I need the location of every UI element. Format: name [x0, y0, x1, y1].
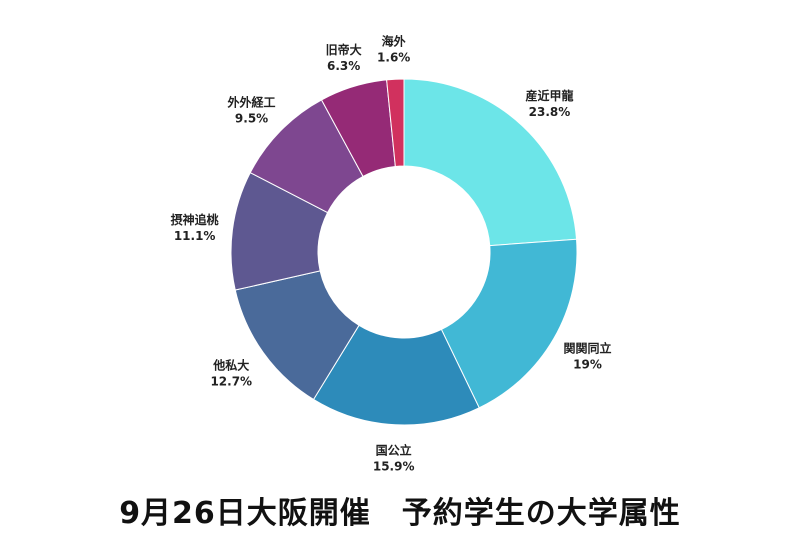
slice-percent-2: 15.9% [373, 460, 415, 474]
slice-7 [386, 78, 405, 167]
slice-label-1: 関関同立 19% [564, 341, 612, 372]
slice-label-5: 外外経工 9.5% [228, 95, 276, 126]
slice-percent-1: 19% [573, 358, 602, 372]
slices-group [230, 78, 578, 426]
slice-percent-7: 1.6% [377, 50, 410, 64]
chart-title: 9月26日大阪開催 予約学生の大学属性 [119, 496, 681, 531]
slice-category-1: 関関同立 [564, 341, 612, 356]
slice-label-0: 産近甲龍 23.8% [525, 88, 573, 119]
slice-label-2: 国公立 15.9% [373, 443, 415, 474]
slice-percent-3: 12.7% [210, 374, 252, 388]
slice-label-3: 他私大 12.7% [210, 357, 252, 388]
labels-group: 産近甲龍 23.8% 関関同立 19% 国公立 15.9% 他私大 12.7% 摂神追桃 11.1… [171, 33, 612, 473]
slice-label-4: 摂神追桃 11.1% [171, 212, 219, 243]
slice-label-7: 海外 1.6% [377, 33, 410, 64]
slice-label-6: 旧帝大 6.3% [326, 42, 362, 73]
slice-percent-5: 9.5% [235, 112, 268, 126]
slice-percent-4: 11.1% [174, 229, 216, 243]
slice-category-0: 産近甲龍 [525, 88, 573, 103]
slice-1 [440, 238, 578, 409]
slice-category-7: 海外 [382, 33, 406, 48]
slice-category-5: 外外経工 [228, 95, 276, 110]
slice-category-4: 摂神追桃 [171, 212, 219, 227]
slice-category-6: 旧帝大 [326, 42, 362, 57]
slice-category-3: 他私大 [212, 357, 249, 372]
slice-category-2: 国公立 [376, 443, 412, 458]
slice-0 [403, 78, 578, 247]
slice-percent-6: 6.3% [327, 59, 360, 73]
slice-percent-0: 23.8% [529, 105, 571, 119]
